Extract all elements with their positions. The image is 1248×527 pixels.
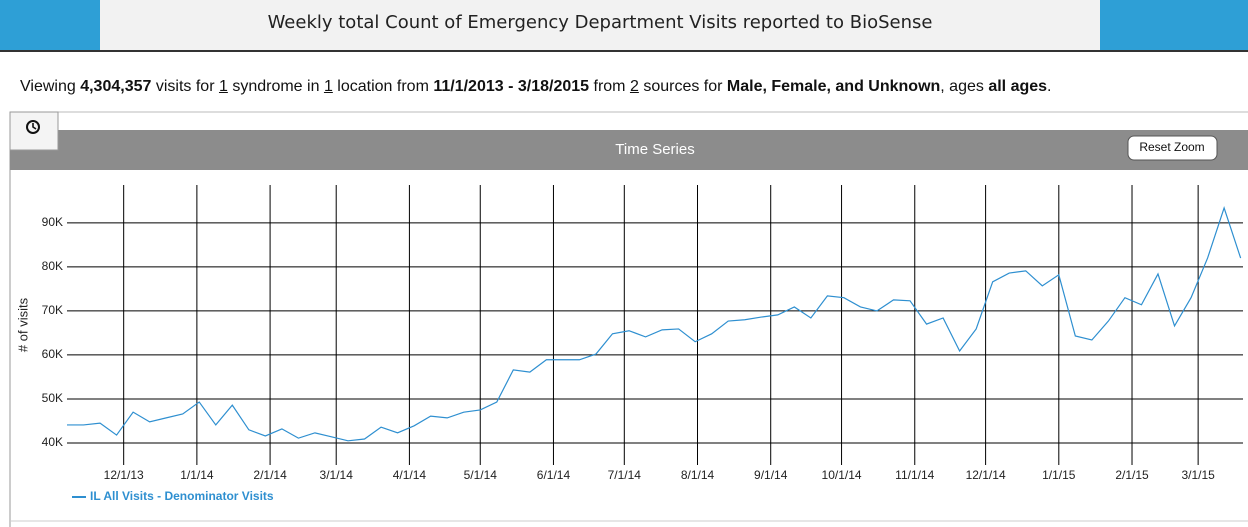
y-axis-label: # of visits [15, 297, 30, 352]
summary-value: all ages [988, 78, 1048, 95]
x-tick-label: 2/1/14 [253, 468, 287, 482]
summary-link[interactable]: 1 [218, 78, 228, 95]
clock-icon [26, 120, 40, 134]
x-tick-label: 5/1/14 [464, 468, 498, 482]
summary-link[interactable]: 2 [629, 78, 639, 95]
summary-text: , ages [940, 78, 984, 95]
y-tick-label: 80K [42, 259, 63, 273]
x-tick-label: 10/1/14 [822, 468, 862, 482]
x-tick-label: 8/1/14 [681, 468, 715, 482]
data-line [67, 205, 1242, 442]
reset-zoom-label: Reset Zoom [1139, 140, 1204, 154]
summary-text: Viewing [20, 78, 76, 95]
panel-header [10, 130, 1248, 170]
summary-value: Male, Female, and Unknown [726, 78, 941, 95]
x-tick-label: 9/1/14 [754, 468, 788, 482]
summary-text: from [593, 78, 626, 95]
x-tick-label: 3/1/14 [320, 468, 354, 482]
panel-title: Time Series [615, 141, 694, 158]
summary-link[interactable]: 1 [323, 78, 333, 95]
x-tick-label: 7/1/14 [608, 468, 642, 482]
legend-label: IL All Visits - Denominator Visits [90, 489, 274, 503]
summary-text: location from [337, 78, 429, 95]
summary: Viewing 4,304,357 visits for 1 syndrome … [20, 78, 1051, 96]
x-tick-label: 12/1/13 [104, 468, 144, 482]
y-tick-label: 60K [42, 347, 63, 361]
header-accent [1100, 0, 1248, 50]
summary-text: visits for [155, 78, 215, 95]
x-tick-label: 3/1/15 [1181, 468, 1215, 482]
x-tick-label: 11/1/14 [895, 468, 934, 482]
x-tick-label: 1/1/15 [1042, 468, 1076, 482]
x-tick-label: 12/1/14 [966, 468, 1006, 482]
x-tick-label: 2/1/15 [1115, 468, 1149, 482]
clock-button[interactable] [9, 111, 59, 151]
summary-text: . [1047, 78, 1052, 95]
header-bar: Weekly total Count of Emergency Departme… [0, 0, 1248, 52]
header-accent [0, 0, 100, 50]
summary-value: 11/1/2013 - 3/18/2015 [433, 78, 590, 95]
x-tick-label: 4/1/14 [393, 468, 427, 482]
y-tick-label: 50K [42, 391, 63, 405]
summary-value: 4,304,357 [80, 78, 152, 95]
reset-zoom-button[interactable] [1127, 135, 1218, 161]
summary-text: sources for [643, 78, 723, 95]
x-tick-label: 1/1/14 [180, 468, 214, 482]
y-tick-label: 70K [42, 303, 63, 317]
y-tick-label: 40K [42, 435, 63, 449]
page-title: Weekly total Count of Emergency Departme… [267, 12, 933, 33]
clock-hands [32, 123, 37, 130]
y-tick-label: 90K [42, 215, 63, 229]
x-tick-label: 6/1/14 [537, 468, 571, 482]
summary-text: syndrome in [232, 78, 320, 95]
